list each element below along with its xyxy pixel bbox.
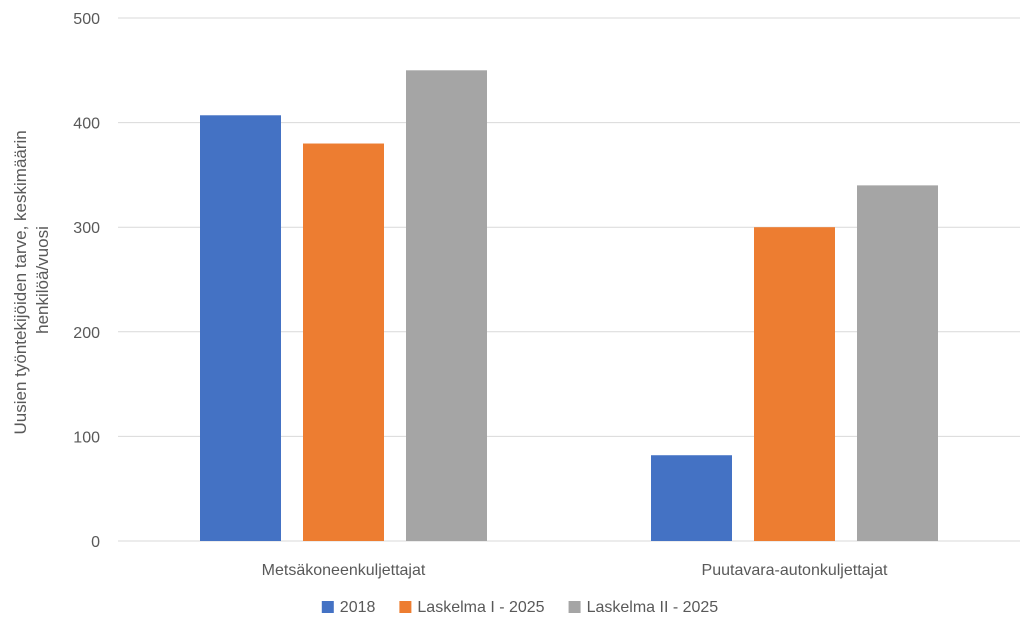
y-tick-label: 500 [73, 11, 100, 28]
bar-1-2 [303, 143, 384, 541]
y-axis-label-line-2: henkilöä/vuosi [33, 226, 52, 334]
y-axis-label: Uusien työntekijöiden tarve, keskimäärin… [11, 126, 52, 435]
bar-1-3 [406, 70, 487, 542]
legend-swatch [399, 601, 412, 613]
legend-label: Laskelma I - 2025 [417, 599, 544, 616]
bar-2-1 [651, 455, 732, 541]
y-tick-label: 100 [73, 429, 100, 446]
x-axis-categories: Metsäkoneenkuljettajat Puutavara-autonkul… [262, 562, 888, 579]
x-category-label: Metsäkoneenkuljettajat [262, 562, 426, 579]
bar-2-2 [754, 227, 835, 541]
y-tick-label: 300 [73, 220, 100, 237]
legend-swatch [321, 601, 334, 613]
y-tick-label: 400 [73, 116, 100, 133]
y-tick-label: 0 [91, 534, 100, 551]
legend-label: Laskelma II - 2025 [587, 599, 719, 616]
bar-1-1 [200, 115, 281, 541]
x-category-label: Puutavara-autonkuljettajat [702, 562, 888, 579]
legend: 2018 Laskelma I - 2025 Laskelma II - 2025 [321, 599, 719, 616]
bar-2-3 [857, 185, 938, 542]
y-tick-label: 200 [73, 325, 100, 342]
y-axis-ticks: 0 100 200 300 400 500 [73, 11, 100, 551]
y-axis-label-line-1: Uusien työntekijöiden tarve, keskimäärin [11, 130, 30, 434]
legend-swatch [568, 601, 581, 613]
bars [200, 70, 938, 542]
legend-label: 2018 [340, 599, 376, 616]
